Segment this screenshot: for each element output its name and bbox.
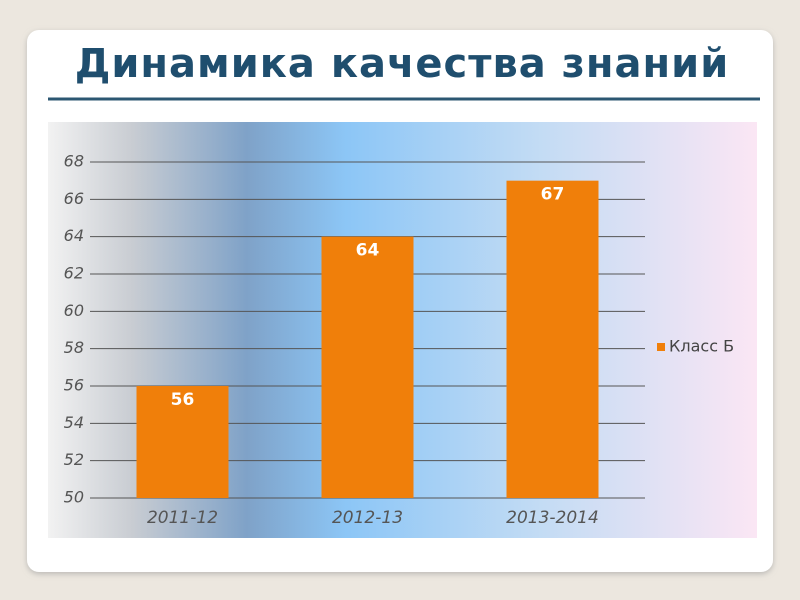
value-label: 64	[356, 241, 380, 261]
y-tick-label: 66	[64, 189, 84, 208]
x-tick-label: 2011-12	[147, 508, 218, 528]
x-tick-label: 2012-13	[332, 508, 403, 528]
y-tick-label: 50	[64, 488, 84, 507]
legend-label: Класс Б	[669, 337, 734, 356]
y-tick-label: 56	[64, 376, 84, 395]
x-tick-label: 2013-2014	[506, 508, 599, 528]
y-tick-label: 52	[64, 450, 84, 469]
value-label: 67	[541, 185, 565, 205]
y-tick-label: 60	[64, 301, 84, 320]
y-tick-label: 64	[64, 226, 84, 245]
y-tick-label: 68	[64, 152, 84, 171]
legend-swatch	[657, 343, 665, 351]
y-tick-label: 58	[64, 338, 84, 357]
bar	[506, 180, 599, 498]
bar	[136, 386, 229, 498]
bar	[321, 236, 414, 498]
chart-title: Динамика качества знаний	[75, 41, 730, 87]
y-tick-label: 54	[64, 413, 84, 432]
value-label: 56	[171, 390, 195, 410]
y-tick-label: 62	[64, 264, 84, 283]
